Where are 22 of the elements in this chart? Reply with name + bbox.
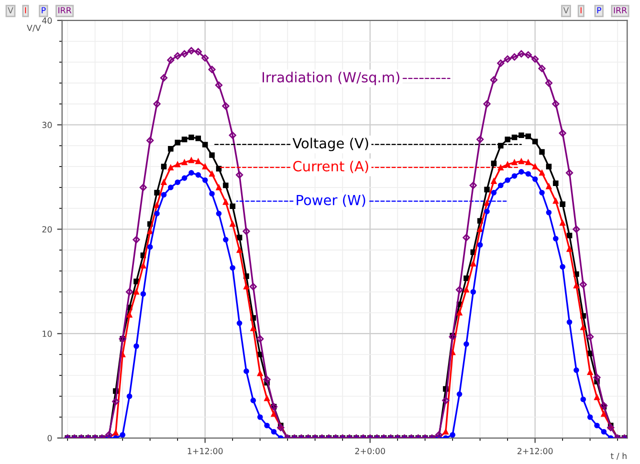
x-tick-label: 1+12:00 bbox=[188, 448, 223, 454]
text: I bbox=[25, 7, 26, 14]
x-tick-label: 2+12:00 bbox=[518, 448, 553, 454]
text: P bbox=[42, 7, 46, 14]
text: Irradiation (W/sq.m) bbox=[262, 72, 400, 86]
text: P bbox=[597, 7, 602, 14]
y-tick-label: 40 bbox=[42, 17, 52, 24]
y-tick-label: 0 bbox=[48, 434, 52, 442]
x-axis-title: t / h bbox=[610, 452, 626, 460]
y-tick-label: 30 bbox=[42, 122, 52, 128]
y-tick-label: 10 bbox=[42, 330, 52, 337]
y-tick-label: 20 bbox=[42, 226, 52, 232]
x-tick-label: 2+0:00 bbox=[355, 448, 386, 454]
legend-label: Power (W) bbox=[296, 194, 366, 207]
text: IRR bbox=[614, 7, 627, 14]
text: V bbox=[8, 7, 14, 14]
text: Current (A) bbox=[293, 160, 368, 174]
text: Voltage (V) bbox=[292, 138, 368, 152]
y-axis-title: V/V bbox=[26, 24, 41, 32]
text: V bbox=[563, 7, 569, 14]
text: IRR bbox=[58, 7, 72, 14]
text: I bbox=[580, 7, 582, 14]
